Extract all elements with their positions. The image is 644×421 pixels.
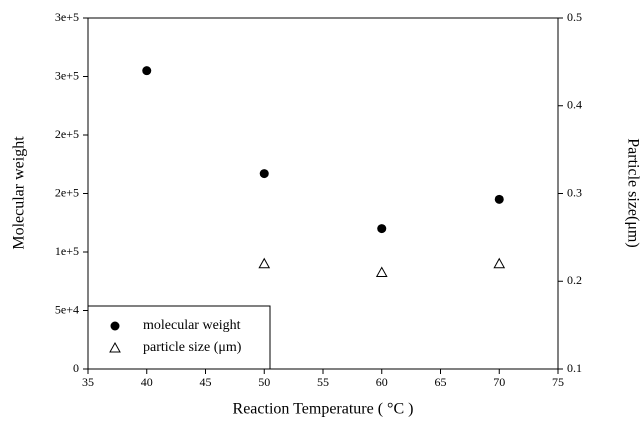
y2-tick-label: 0.1 (567, 361, 582, 375)
data-point (142, 66, 152, 76)
x-tick-label: 65 (435, 375, 447, 389)
y-tick-label: 5e+4 (55, 302, 79, 316)
legend-marker (109, 341, 121, 353)
x-tick-label: 50 (258, 375, 270, 389)
legend-marker (110, 321, 120, 331)
data-point (377, 224, 387, 234)
y-tick-label: 2e+5 (55, 185, 79, 199)
y-tick-label: 3e+5 (55, 68, 79, 82)
y-tick-label: 0 (73, 361, 79, 375)
y-axis-title: Molecular weight (11, 136, 28, 250)
y-tick-label: 2e+5 (55, 127, 79, 141)
x-axis-title: Reaction Temperature ( °C ) (233, 401, 414, 418)
data-point (493, 257, 506, 269)
data-point (494, 194, 504, 204)
y2-tick-label: 0.4 (567, 98, 582, 112)
legend-label: molecular weight (143, 318, 241, 333)
data-point (375, 266, 388, 277)
x-tick-label: 45 (200, 375, 212, 389)
data-point (258, 257, 271, 269)
y2-tick-label: 0.2 (567, 273, 582, 287)
y2-axis-title: Particle size(μm) (624, 138, 641, 247)
y-tick-label: 3e+5 (55, 10, 79, 24)
data-point (259, 169, 269, 179)
x-tick-label: 60 (376, 375, 388, 389)
legend-label: particle size (μm) (143, 340, 242, 355)
x-tick-label: 75 (552, 375, 564, 389)
y-tick-label: 1e+5 (55, 244, 79, 258)
x-tick-label: 35 (82, 375, 94, 389)
x-tick-label: 40 (141, 375, 153, 389)
legend-box (87, 305, 271, 370)
y2-tick-label: 0.5 (567, 10, 582, 24)
x-tick-label: 55 (317, 375, 329, 389)
x-tick-label: 70 (493, 375, 505, 389)
y2-tick-label: 0.3 (567, 185, 582, 199)
